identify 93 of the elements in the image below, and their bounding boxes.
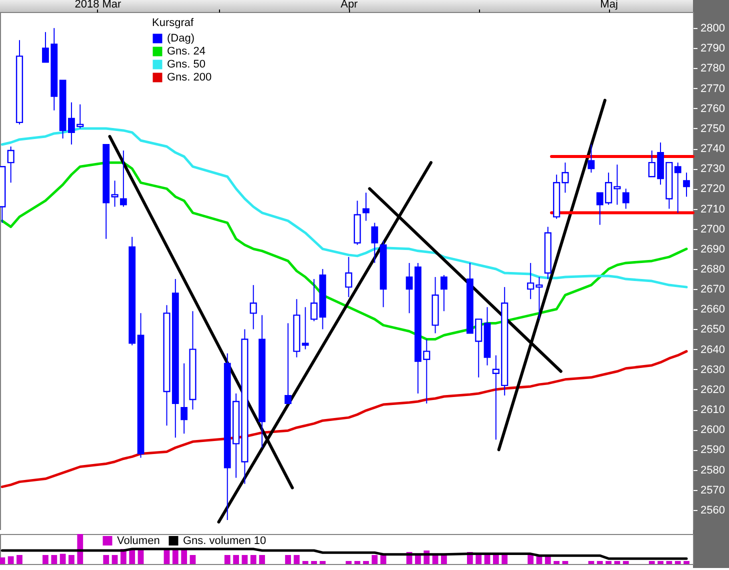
y-tick-label: 2700 bbox=[700, 223, 725, 236]
candlestick bbox=[362, 192, 370, 222]
y-tick-label: 2730 bbox=[700, 163, 725, 176]
bar bbox=[103, 555, 110, 564]
y-tick-label: 2670 bbox=[700, 284, 725, 296]
bar bbox=[16, 555, 22, 564]
y-tick-label: 2610 bbox=[700, 404, 725, 416]
y-tick-label: 2650 bbox=[700, 324, 725, 336]
bar bbox=[181, 549, 188, 564]
legend-label: Gns. 50 bbox=[167, 58, 206, 70]
x-tick-label: Apr bbox=[340, 0, 358, 10]
y-tick-label: 2640 bbox=[700, 344, 725, 356]
bar bbox=[372, 555, 378, 564]
y-tick-label: 2790 bbox=[700, 42, 725, 55]
bar bbox=[311, 561, 317, 564]
bar bbox=[112, 555, 118, 564]
y-tick-label: 2590 bbox=[700, 444, 725, 456]
line-series bbox=[0, 161, 688, 341]
bar bbox=[346, 561, 352, 564]
bar bbox=[614, 561, 620, 564]
bar bbox=[285, 555, 291, 564]
y-tick-label: 2710 bbox=[700, 203, 725, 216]
bar bbox=[588, 561, 594, 564]
candlestick bbox=[406, 262, 413, 314]
candlestick bbox=[440, 274, 448, 312]
legend-label: Gns. 200 bbox=[167, 72, 212, 84]
y-tick-label: 2620 bbox=[700, 384, 725, 396]
bar bbox=[250, 555, 256, 564]
y-tick-label: 2580 bbox=[700, 464, 725, 476]
candlestick bbox=[250, 284, 257, 330]
bar bbox=[259, 555, 265, 564]
candlestick bbox=[683, 172, 690, 198]
legend-label: Volumen bbox=[117, 534, 160, 547]
bar bbox=[648, 561, 655, 564]
bar bbox=[302, 561, 308, 564]
bar bbox=[606, 561, 612, 564]
bar bbox=[68, 555, 74, 564]
bar bbox=[415, 555, 421, 564]
bar bbox=[190, 555, 196, 564]
candlestick bbox=[588, 144, 595, 174]
y-tick-label: 2660 bbox=[700, 304, 725, 316]
candlestick bbox=[622, 188, 630, 210]
bar bbox=[294, 555, 300, 564]
bar bbox=[363, 561, 369, 564]
bar bbox=[554, 561, 560, 564]
legend-title: Kursgraf bbox=[152, 17, 195, 29]
y-tick-label: 2740 bbox=[700, 143, 725, 156]
y-tick-label: 2760 bbox=[700, 102, 725, 115]
candlestick bbox=[284, 322, 292, 404]
legend-label: (Dag) bbox=[167, 32, 195, 44]
bar bbox=[60, 554, 66, 564]
y-tick-label: 2560 bbox=[700, 504, 725, 516]
y-tick-label: 2780 bbox=[700, 62, 725, 75]
bar bbox=[528, 555, 534, 564]
y-tick-label: 2720 bbox=[700, 183, 725, 196]
bar bbox=[674, 561, 681, 564]
bar bbox=[666, 561, 672, 564]
bar bbox=[51, 555, 58, 564]
legend-label: Gns. 24 bbox=[167, 46, 206, 58]
bar bbox=[492, 555, 499, 564]
bar bbox=[242, 555, 248, 564]
bar bbox=[0, 557, 6, 564]
bar bbox=[8, 556, 14, 564]
candlestick bbox=[120, 150, 127, 208]
bar bbox=[596, 561, 603, 564]
y-tick-label: 2630 bbox=[700, 364, 725, 376]
bar bbox=[684, 561, 690, 564]
bar bbox=[224, 555, 230, 564]
bar bbox=[354, 561, 360, 564]
y-tick-label: 2690 bbox=[700, 243, 725, 256]
bar bbox=[233, 555, 239, 564]
x-tick-label: 2018 Mar bbox=[74, 0, 122, 10]
bar bbox=[77, 534, 84, 564]
y-tick-label: 2680 bbox=[700, 263, 725, 276]
candlestick bbox=[302, 306, 309, 350]
bar bbox=[622, 561, 629, 564]
candlestick bbox=[371, 222, 378, 264]
candlestick bbox=[674, 162, 682, 214]
candlestick bbox=[180, 362, 188, 434]
bar bbox=[658, 561, 664, 564]
bar bbox=[172, 549, 178, 564]
y-tick-label: 2600 bbox=[700, 424, 725, 436]
legend-label: Gns. volumen 10 bbox=[183, 534, 266, 547]
y-tick-label: 2800 bbox=[700, 22, 725, 35]
y-tick-label: 2570 bbox=[700, 484, 725, 496]
y-tick-label: 2750 bbox=[700, 122, 725, 135]
bar bbox=[42, 555, 48, 564]
bar bbox=[320, 561, 326, 564]
bar bbox=[562, 561, 568, 564]
candlestick bbox=[345, 256, 352, 298]
candlestick bbox=[7, 146, 14, 184]
y-tick-label: 2770 bbox=[700, 82, 725, 95]
line-series bbox=[0, 350, 688, 488]
